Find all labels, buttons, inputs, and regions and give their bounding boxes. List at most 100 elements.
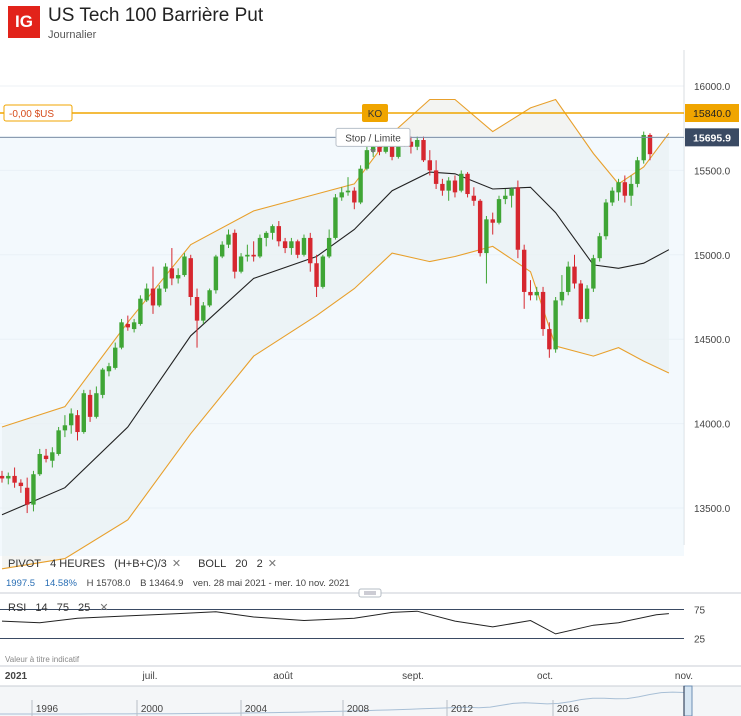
candle-body xyxy=(232,232,237,272)
candle-body xyxy=(289,241,294,249)
candle-body xyxy=(50,452,55,461)
stats-line: 1997.5 14.58% H 15708.0 B 13464.9 ven. 2… xyxy=(6,578,357,589)
x-tick-label: nov. xyxy=(675,671,693,682)
remove-rsi-icon[interactable]: ✕ xyxy=(99,602,109,614)
candle-body xyxy=(433,170,439,184)
last-price-label: 15695.9 xyxy=(693,132,731,144)
candle-body xyxy=(75,415,80,433)
y-axis: 16000.0 15500.0 15000.0 14500.0 14000.0 13500… xyxy=(685,82,739,515)
candle-body xyxy=(213,256,219,291)
candle-body xyxy=(503,195,508,200)
candle-body xyxy=(515,187,521,250)
x-tick-label: oct. xyxy=(537,671,553,682)
candle-body xyxy=(597,236,602,259)
level-lines: -0,00 $US KO Stop / Limite xyxy=(0,104,684,154)
candle-body xyxy=(326,237,332,257)
candle-body xyxy=(408,141,414,147)
candle-body xyxy=(521,249,527,292)
candle-body xyxy=(295,241,300,255)
candle-body xyxy=(138,298,143,325)
candle-body xyxy=(471,195,477,201)
candle-body xyxy=(345,190,351,193)
pnl-tag: -0,00 $US xyxy=(9,109,54,120)
pivot-label[interactable]: PIVOT xyxy=(8,558,42,570)
navigator-year-label: 2016 xyxy=(557,704,580,715)
candle-body xyxy=(427,160,433,171)
candle-body xyxy=(421,140,426,161)
candle-body xyxy=(18,482,24,487)
candle-body xyxy=(553,300,558,350)
navigator-background xyxy=(0,686,741,716)
y-tick-label: 13500.0 xyxy=(694,504,731,515)
candle-body xyxy=(628,183,634,196)
candle-body xyxy=(37,453,42,475)
candle-body xyxy=(534,291,539,296)
indicative-value-note: Valeur à titre indicatif xyxy=(5,655,80,664)
candle-body xyxy=(352,190,357,203)
rsi-level-label: 75 xyxy=(694,606,706,617)
stop-limit-box xyxy=(335,127,411,147)
rsi-label[interactable]: RSI xyxy=(8,602,27,614)
candle-body xyxy=(282,241,288,249)
candle-body xyxy=(188,258,193,297)
ig-logo[interactable]: IG xyxy=(8,6,40,38)
candle-body xyxy=(509,188,514,196)
candle-body xyxy=(459,173,464,191)
candle-body xyxy=(6,475,11,479)
candle-body xyxy=(125,324,131,328)
y-tick-label: 14000.0 xyxy=(694,420,731,431)
page-title: US Tech 100 Barrière Put xyxy=(48,5,264,26)
bollinger-lower-line xyxy=(1,245,670,570)
x-axis: 2021 juil. août sept. oct. nov. xyxy=(0,665,741,682)
ko-zone xyxy=(0,136,684,556)
y-tick-label: 15500.0 xyxy=(694,166,731,177)
navigator-series xyxy=(0,691,685,715)
low-value: B 13464.9 xyxy=(140,578,184,589)
candle-body xyxy=(0,475,5,479)
candle-body xyxy=(647,134,653,155)
candle-body xyxy=(339,192,344,198)
y-tick-label: 16000.0 xyxy=(694,82,731,93)
stop-limit-button: Stop / Limite xyxy=(345,133,401,144)
candle-body xyxy=(333,197,338,238)
candle-body xyxy=(169,268,175,279)
candle-body xyxy=(31,474,36,505)
pivot-formula: (H+B+C)/3 xyxy=(114,558,167,570)
candle-body xyxy=(264,232,269,238)
candle-body xyxy=(566,266,571,292)
candle-body xyxy=(540,291,546,330)
navigator-year-label: 1996 xyxy=(36,704,59,715)
ko-price-label: 15840.0 xyxy=(693,108,731,120)
candle-body xyxy=(610,190,615,203)
last-price-box xyxy=(685,128,739,147)
remove-pivot-icon[interactable]: ✕ xyxy=(171,558,182,570)
pnl-tag-box xyxy=(3,104,73,122)
rsi-panel: 75 25 xyxy=(0,588,741,646)
boll-label[interactable]: BOLL xyxy=(198,558,227,570)
candle-body xyxy=(452,180,458,193)
boll-period: 20 xyxy=(235,558,248,570)
rsi-param-3: 25 xyxy=(78,602,91,614)
candle-body xyxy=(465,173,470,195)
high-value: H 15708.0 xyxy=(86,578,131,589)
x-tick-label: sept. xyxy=(402,671,424,682)
timeframe-label[interactable]: Journalier xyxy=(48,29,97,41)
navigator[interactable]: 1996 2000 2004 2008 2012 2016 xyxy=(0,685,741,716)
candle-body xyxy=(415,140,420,147)
y-tick-label: 14500.0 xyxy=(694,335,731,346)
candle-body xyxy=(113,347,118,368)
candle-body xyxy=(175,275,181,279)
candle-body xyxy=(584,288,590,319)
candle-body xyxy=(377,146,382,152)
candle-body xyxy=(603,202,609,237)
candle-body xyxy=(56,430,61,454)
candle-body xyxy=(396,138,401,157)
candle-body xyxy=(389,145,395,157)
candle-body xyxy=(559,291,565,301)
candle-body xyxy=(119,322,124,348)
candle-body xyxy=(12,475,17,483)
candle-body xyxy=(62,425,68,431)
candles xyxy=(0,131,653,514)
remove-boll-icon[interactable]: ✕ xyxy=(267,558,278,570)
